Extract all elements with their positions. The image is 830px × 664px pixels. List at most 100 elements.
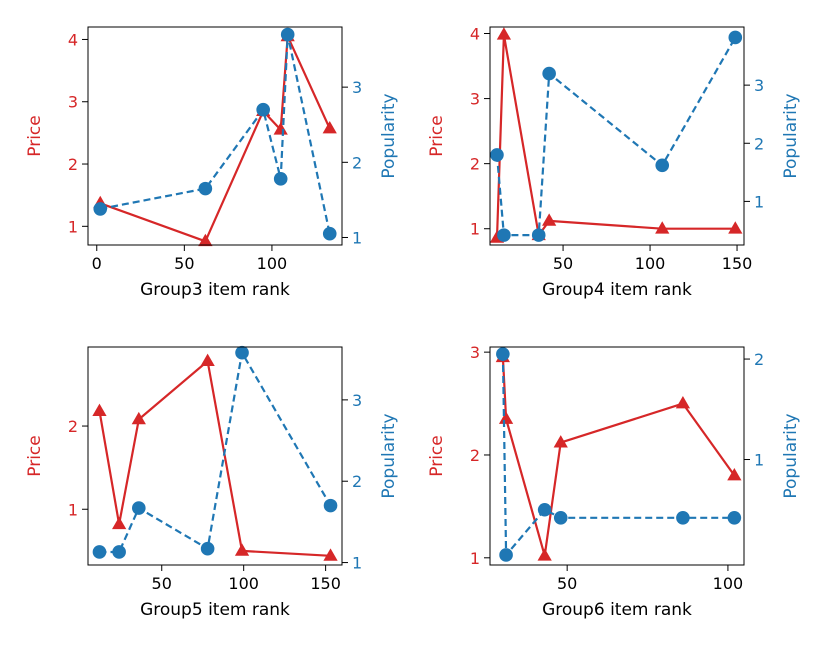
series-line-price (99, 35, 331, 243)
x-axis-label: Group4 item rank (542, 280, 692, 300)
price-point-2 (496, 27, 512, 40)
y-right-tick-label: 2 (352, 153, 362, 172)
y-left-axis-label: Price (427, 435, 447, 476)
popularity-point-4 (542, 66, 556, 81)
y-left-tick-label: 1 (470, 220, 480, 239)
y-right-axis-label: Popularity (781, 93, 801, 178)
y-left-tick-label: 3 (470, 343, 480, 362)
x-tick-label: 150 (722, 254, 753, 273)
y-left-tick-label: 1 (68, 217, 78, 236)
y-left-tick-label: 3 (68, 93, 78, 112)
popularity-point-6 (727, 510, 742, 525)
price-point-2 (112, 516, 127, 530)
axes-frame (489, 346, 745, 566)
axes-frame (489, 26, 745, 246)
y-left-tick-label: 2 (470, 155, 480, 174)
y-left-tick-label: 2 (470, 446, 480, 465)
series-line-popularity (501, 353, 735, 557)
series-line-popularity (99, 351, 332, 554)
price-point-4 (542, 213, 557, 226)
popularity-point-3 (537, 502, 552, 517)
x-tick-label: 0 (92, 254, 102, 273)
x-tick-label: 150 (310, 574, 341, 593)
popularity-point-2 (497, 228, 511, 242)
y-right-tick-label: 3 (352, 391, 362, 410)
y-left-tick-label: 2 (68, 417, 78, 436)
price-point-5 (234, 543, 250, 556)
axes-frame (87, 26, 343, 246)
y-left-axis-label: Price (25, 115, 45, 156)
x-axis-label: Group5 item rank (140, 600, 290, 620)
y-right-axis-label: Popularity (379, 413, 399, 498)
y-left-tick-label: 1 (470, 549, 480, 568)
x-tick-label: 50 (174, 254, 194, 273)
price-point-2 (498, 411, 514, 424)
x-tick-label: 100 (713, 574, 744, 593)
series-line-price (495, 33, 736, 238)
x-axis-label: Group3 item rank (140, 280, 290, 300)
popularity-point-4 (553, 510, 568, 525)
y-right-axis-label: Popularity (379, 93, 399, 178)
y-right-tick-label: 1 (754, 451, 764, 470)
x-tick-label: 100 (257, 254, 288, 273)
y-left-tick-label: 4 (470, 25, 480, 44)
series-line-popularity (495, 36, 737, 237)
series-line-popularity (100, 33, 331, 234)
x-tick-label: 50 (553, 254, 573, 273)
series-line-price (98, 360, 331, 557)
popularity-point-3 (531, 228, 546, 242)
y-right-axis-label: Popularity (781, 413, 801, 498)
price-point-4 (273, 122, 288, 135)
price-point-3 (131, 411, 146, 425)
popularity-point-2 (198, 181, 213, 196)
chart-panel-2: 50 100 150 1 2 3 4 1 2 3 Group4 item rank Price Popu… (427, 25, 801, 300)
popularity-point-2 (499, 548, 513, 562)
popularity-point-1 (93, 202, 108, 216)
chart-panel-4: 50 100 1 2 3 1 2 Group6 item rank Price Popularit… (427, 343, 801, 620)
price-point-6 (728, 221, 743, 234)
popularity-point-4 (200, 541, 215, 556)
popularity-point-5 (280, 27, 295, 42)
y-right-tick-label: 3 (754, 76, 764, 95)
price-point-1 (92, 403, 107, 416)
price-point-4 (553, 435, 568, 448)
price-point-6 (322, 121, 337, 134)
y-right-tick-label: 1 (754, 192, 764, 211)
popularity-point-3 (132, 501, 146, 515)
popularity-point-5 (655, 158, 670, 173)
popularity-point-1 (496, 347, 510, 361)
y-right-tick-label: 2 (754, 350, 764, 369)
y-right-tick-label: 3 (352, 78, 362, 97)
popularity-point-6 (323, 498, 338, 513)
popularity-point-3 (256, 102, 270, 117)
price-point-4 (200, 353, 215, 367)
price-point-6 (323, 548, 338, 561)
popularity-point-1 (490, 148, 504, 162)
chart-panel-3: 50 100 150 1 2 1 2 3 Group5 item rank Price Popula… (25, 345, 399, 620)
y-left-tick-label: 2 (68, 155, 78, 174)
chart-panel-1: 0 50 100 1 2 3 4 1 2 3 Group3 item rank Price Popula… (25, 26, 399, 300)
x-tick-label: 100 (635, 254, 666, 273)
popularity-point-6 (728, 30, 743, 45)
price-point-3 (537, 548, 552, 561)
popularity-point-5 (676, 510, 690, 525)
y-left-axis-label: Price (25, 435, 45, 476)
series-line-price (501, 357, 736, 557)
price-point-5 (655, 221, 670, 234)
price-point-5 (675, 396, 691, 409)
popularity-point-5 (235, 345, 249, 360)
price-point-2 (198, 233, 213, 247)
popularity-point-6 (322, 226, 337, 241)
y-left-tick-label: 1 (68, 500, 78, 519)
x-tick-label: 100 (228, 574, 259, 593)
y-left-tick-label: 3 (470, 90, 480, 109)
popularity-point-2 (112, 545, 126, 559)
y-left-tick-label: 4 (68, 30, 78, 49)
popularity-point-1 (92, 545, 107, 559)
popularity-point-4 (273, 172, 288, 186)
x-tick-label: 50 (152, 574, 172, 593)
axes-frame (87, 346, 343, 566)
x-axis-label: Group6 item rank (542, 600, 692, 620)
y-right-tick-label: 2 (754, 134, 764, 153)
